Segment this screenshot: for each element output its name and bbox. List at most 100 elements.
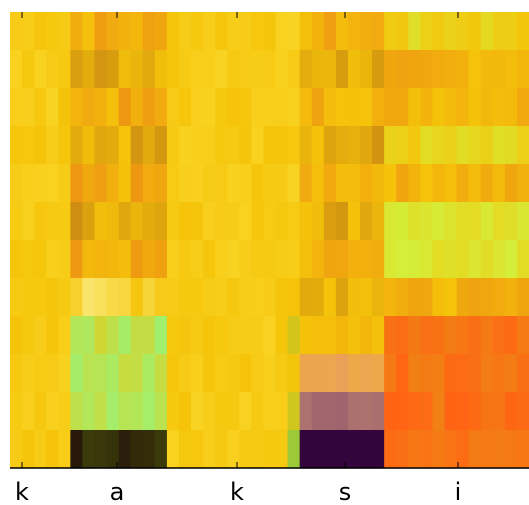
heatmap-cell (432, 164, 446, 203)
heatmap-cell (287, 392, 301, 431)
heatmap-cell (70, 316, 84, 355)
heatmap-cell (142, 392, 156, 431)
heatmap-cell (492, 164, 506, 203)
heatmap-cell (203, 392, 216, 431)
heatmap-cell (94, 126, 108, 165)
heatmap-cell (106, 50, 120, 89)
heatmap-cell (516, 392, 529, 431)
heatmap-cell (106, 12, 120, 51)
heatmap-cell (166, 392, 180, 431)
heatmap-cell (263, 50, 277, 89)
heatmap-cell (420, 354, 434, 393)
heatmap-cell (287, 240, 301, 279)
heatmap-cell (408, 50, 421, 89)
heatmap-cell (323, 316, 337, 355)
heatmap-cell (70, 164, 84, 203)
heatmap-cell (142, 12, 156, 51)
heatmap-cell (492, 278, 506, 317)
heatmap-cell (178, 88, 192, 127)
heatmap-cell (22, 202, 35, 241)
heatmap-cell (504, 202, 518, 241)
heatmap-cell (468, 164, 482, 203)
heatmap-cell (10, 88, 23, 127)
heatmap-cell (311, 316, 325, 355)
heatmap-cell (130, 278, 144, 317)
heatmap-cell (46, 164, 59, 203)
heatmap-cell (444, 354, 458, 393)
heatmap-cell (46, 202, 59, 241)
heatmap-cell (263, 392, 277, 431)
heatmap-cell (299, 202, 313, 241)
heatmap-cell (335, 354, 349, 393)
heatmap-cell (432, 12, 446, 51)
heatmap-cell (420, 164, 434, 203)
heatmap-cell (492, 354, 506, 393)
heatmap-cell (444, 164, 458, 203)
heatmap-cell (106, 354, 120, 393)
heatmap-cell (154, 164, 168, 203)
heatmap-cell (372, 430, 385, 469)
heatmap-cell (335, 202, 349, 241)
heatmap-cell (106, 278, 120, 317)
heatmap-cell (372, 278, 385, 317)
heatmap-cell (203, 316, 216, 355)
heatmap-cell (335, 12, 349, 51)
heatmap-cell (118, 12, 132, 51)
heatmap-cell (480, 392, 494, 431)
heatmap-cell (215, 164, 228, 203)
heatmap-cell (10, 240, 23, 279)
heatmap-cell (130, 354, 144, 393)
heatmap-cell (58, 354, 71, 393)
heatmap-cell (142, 316, 156, 355)
heatmap-cell (492, 126, 506, 165)
heatmap-cell (384, 202, 397, 241)
heatmap-cell (360, 12, 373, 51)
heatmap-cell (215, 240, 228, 279)
heatmap-cell (504, 12, 518, 51)
heatmap-cell (215, 354, 228, 393)
heatmap-cell (480, 240, 494, 279)
heatmap-cell (34, 50, 47, 89)
heatmap-cell (22, 316, 35, 355)
heatmap-cell (106, 88, 120, 127)
heatmap-cell (432, 50, 446, 89)
x-tick-label: s (339, 478, 352, 505)
heatmap-cell (347, 392, 361, 431)
heatmap-cell (396, 164, 409, 203)
heatmap-cell (480, 354, 494, 393)
heatmap-cell (34, 88, 47, 127)
heatmap-cell (347, 316, 361, 355)
heatmap-cell (504, 126, 518, 165)
heatmap-cell (372, 240, 385, 279)
heatmap-cell (287, 316, 301, 355)
heatmap-cell (480, 126, 494, 165)
heatmap-cell (82, 278, 96, 317)
heatmap-cell (480, 430, 494, 469)
heatmap-cell (299, 278, 313, 317)
heatmap-cell (94, 392, 108, 431)
heatmap-cell (154, 202, 168, 241)
heatmap-cell (166, 240, 180, 279)
heatmap-cell (46, 12, 59, 51)
heatmap-cell (432, 316, 446, 355)
heatmap-cell (118, 88, 132, 127)
heatmap-cell (106, 392, 120, 431)
heatmap-cell (347, 164, 361, 203)
heatmap-cell (360, 240, 373, 279)
heatmap-cell (82, 430, 96, 469)
heatmap-cell (46, 50, 59, 89)
heatmap-cell (456, 278, 470, 317)
heatmap-cell (82, 392, 96, 431)
heatmap-cell (360, 392, 373, 431)
heatmap-cell (70, 12, 84, 51)
heatmap-cell (516, 202, 529, 241)
heatmap-cell (444, 12, 458, 51)
heatmap-cell (142, 240, 156, 279)
heatmap-cell (311, 354, 325, 393)
heatmap-cell (468, 88, 482, 127)
heatmap-cell (118, 202, 132, 241)
heatmap-cell (10, 392, 23, 431)
heatmap-cell (456, 88, 470, 127)
heatmap-cell (360, 278, 373, 317)
heatmap-cell (335, 164, 349, 203)
